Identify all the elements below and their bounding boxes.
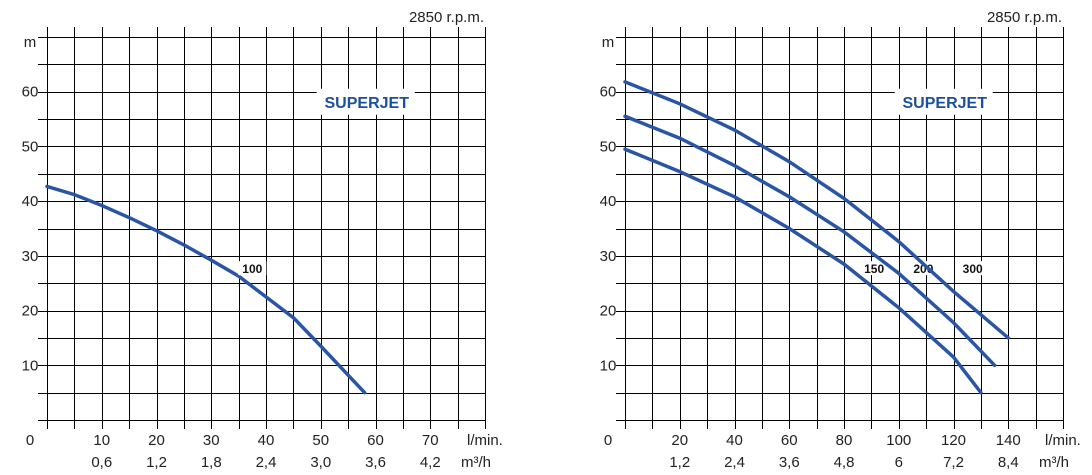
x-unit-m3h: m³/h (461, 454, 491, 471)
x-unit-lmin: l/min. (1045, 432, 1081, 449)
x-tick-label: 20 (671, 432, 688, 449)
title-background (316, 88, 415, 115)
y-tick-label: 10 (22, 357, 39, 374)
origin-label: 0 (26, 432, 34, 449)
x-tick-label-m3h: 3,6 (779, 454, 800, 471)
series-label: 200 (913, 262, 933, 276)
y-tick-label: 30 (600, 248, 617, 265)
x-tick-label: 60 (367, 432, 384, 449)
x-tick-label-m3h: 1,2 (669, 454, 690, 471)
x-tick-label-m3h: 2,4 (256, 454, 277, 471)
x-tick-label-m3h: 4,8 (834, 454, 855, 471)
x-tick-label: 20 (148, 432, 165, 449)
x-tick-label: 50 (312, 432, 329, 449)
x-tick-label: 70 (422, 432, 439, 449)
series-label: 100 (242, 262, 262, 276)
y-tick-label: 50 (22, 138, 39, 155)
x-tick-label-m3h: 7,2 (943, 454, 964, 471)
series-label-background (958, 261, 987, 276)
x-unit-lmin: l/min. (467, 432, 503, 449)
series-line-100 (45, 184, 367, 395)
x-tick-label: 120 (941, 432, 966, 449)
x-tick-label: 60 (781, 432, 798, 449)
y-axis-label: m (24, 34, 37, 51)
x-tick-label: 140 (996, 432, 1021, 449)
y-tick-label: 40 (22, 193, 39, 210)
x-tick-label: 10 (93, 432, 110, 449)
grid (38, 27, 486, 429)
chart-title: SUPERJET (903, 95, 988, 112)
chart-panel-left: 2850 r.p.m. m 10 20 30 40 50 60 0 10 0,6 20 1,2 30 1,8… (22, 9, 503, 471)
y-tick-label: 20 (600, 303, 617, 320)
x-tick-label: 30 (203, 432, 220, 449)
chart-panel-right: 2850 r.p.m. m 10 20 30 40 50 60 0 20 1,2 40 2,4 60 3,6… (600, 9, 1081, 471)
series-line-300 (623, 80, 1011, 340)
x-tick-label: 40 (726, 432, 743, 449)
x-tick-label-m3h: 3,6 (365, 454, 386, 471)
series-label: 150 (864, 262, 884, 276)
x-unit-m3h: m³/h (1039, 454, 1069, 471)
title-background (894, 88, 993, 115)
x-tick-label-m3h: 4,2 (420, 454, 441, 471)
x-tick-label-m3h: 3,0 (310, 454, 331, 471)
origin-label: 0 (604, 432, 612, 449)
x-tick-label-m3h: 6 (895, 454, 903, 471)
speed-label: 2850 r.p.m. (987, 9, 1062, 26)
x-tick-label: 100 (886, 432, 911, 449)
series-line-200 (623, 114, 997, 368)
x-tick-label: 80 (836, 432, 853, 449)
y-tick-label: 50 (600, 138, 617, 155)
y-tick-label: 40 (600, 193, 617, 210)
series-label: 300 (963, 262, 983, 276)
x-tick-label-m3h: 8,4 (998, 454, 1019, 471)
x-tick-label-m3h: 2,4 (724, 454, 745, 471)
x-tick-label-m3h: 1,2 (146, 454, 167, 471)
y-tick-label: 30 (22, 248, 39, 265)
chart-title: SUPERJET (325, 95, 410, 112)
y-axis-label: m (602, 34, 615, 51)
y-tick-label: 10 (600, 357, 617, 374)
y-tick-label: 60 (600, 84, 617, 101)
x-tick-label-m3h: 0,6 (91, 454, 112, 471)
x-tick-label-m3h: 1,8 (201, 454, 222, 471)
y-tick-label: 60 (22, 84, 39, 101)
x-tick-label: 40 (258, 432, 275, 449)
y-tick-label: 20 (22, 303, 39, 320)
series-label-background (860, 261, 889, 276)
speed-label: 2850 r.p.m. (409, 9, 484, 26)
series-label-background (238, 261, 267, 276)
series-line-150 (623, 147, 983, 395)
